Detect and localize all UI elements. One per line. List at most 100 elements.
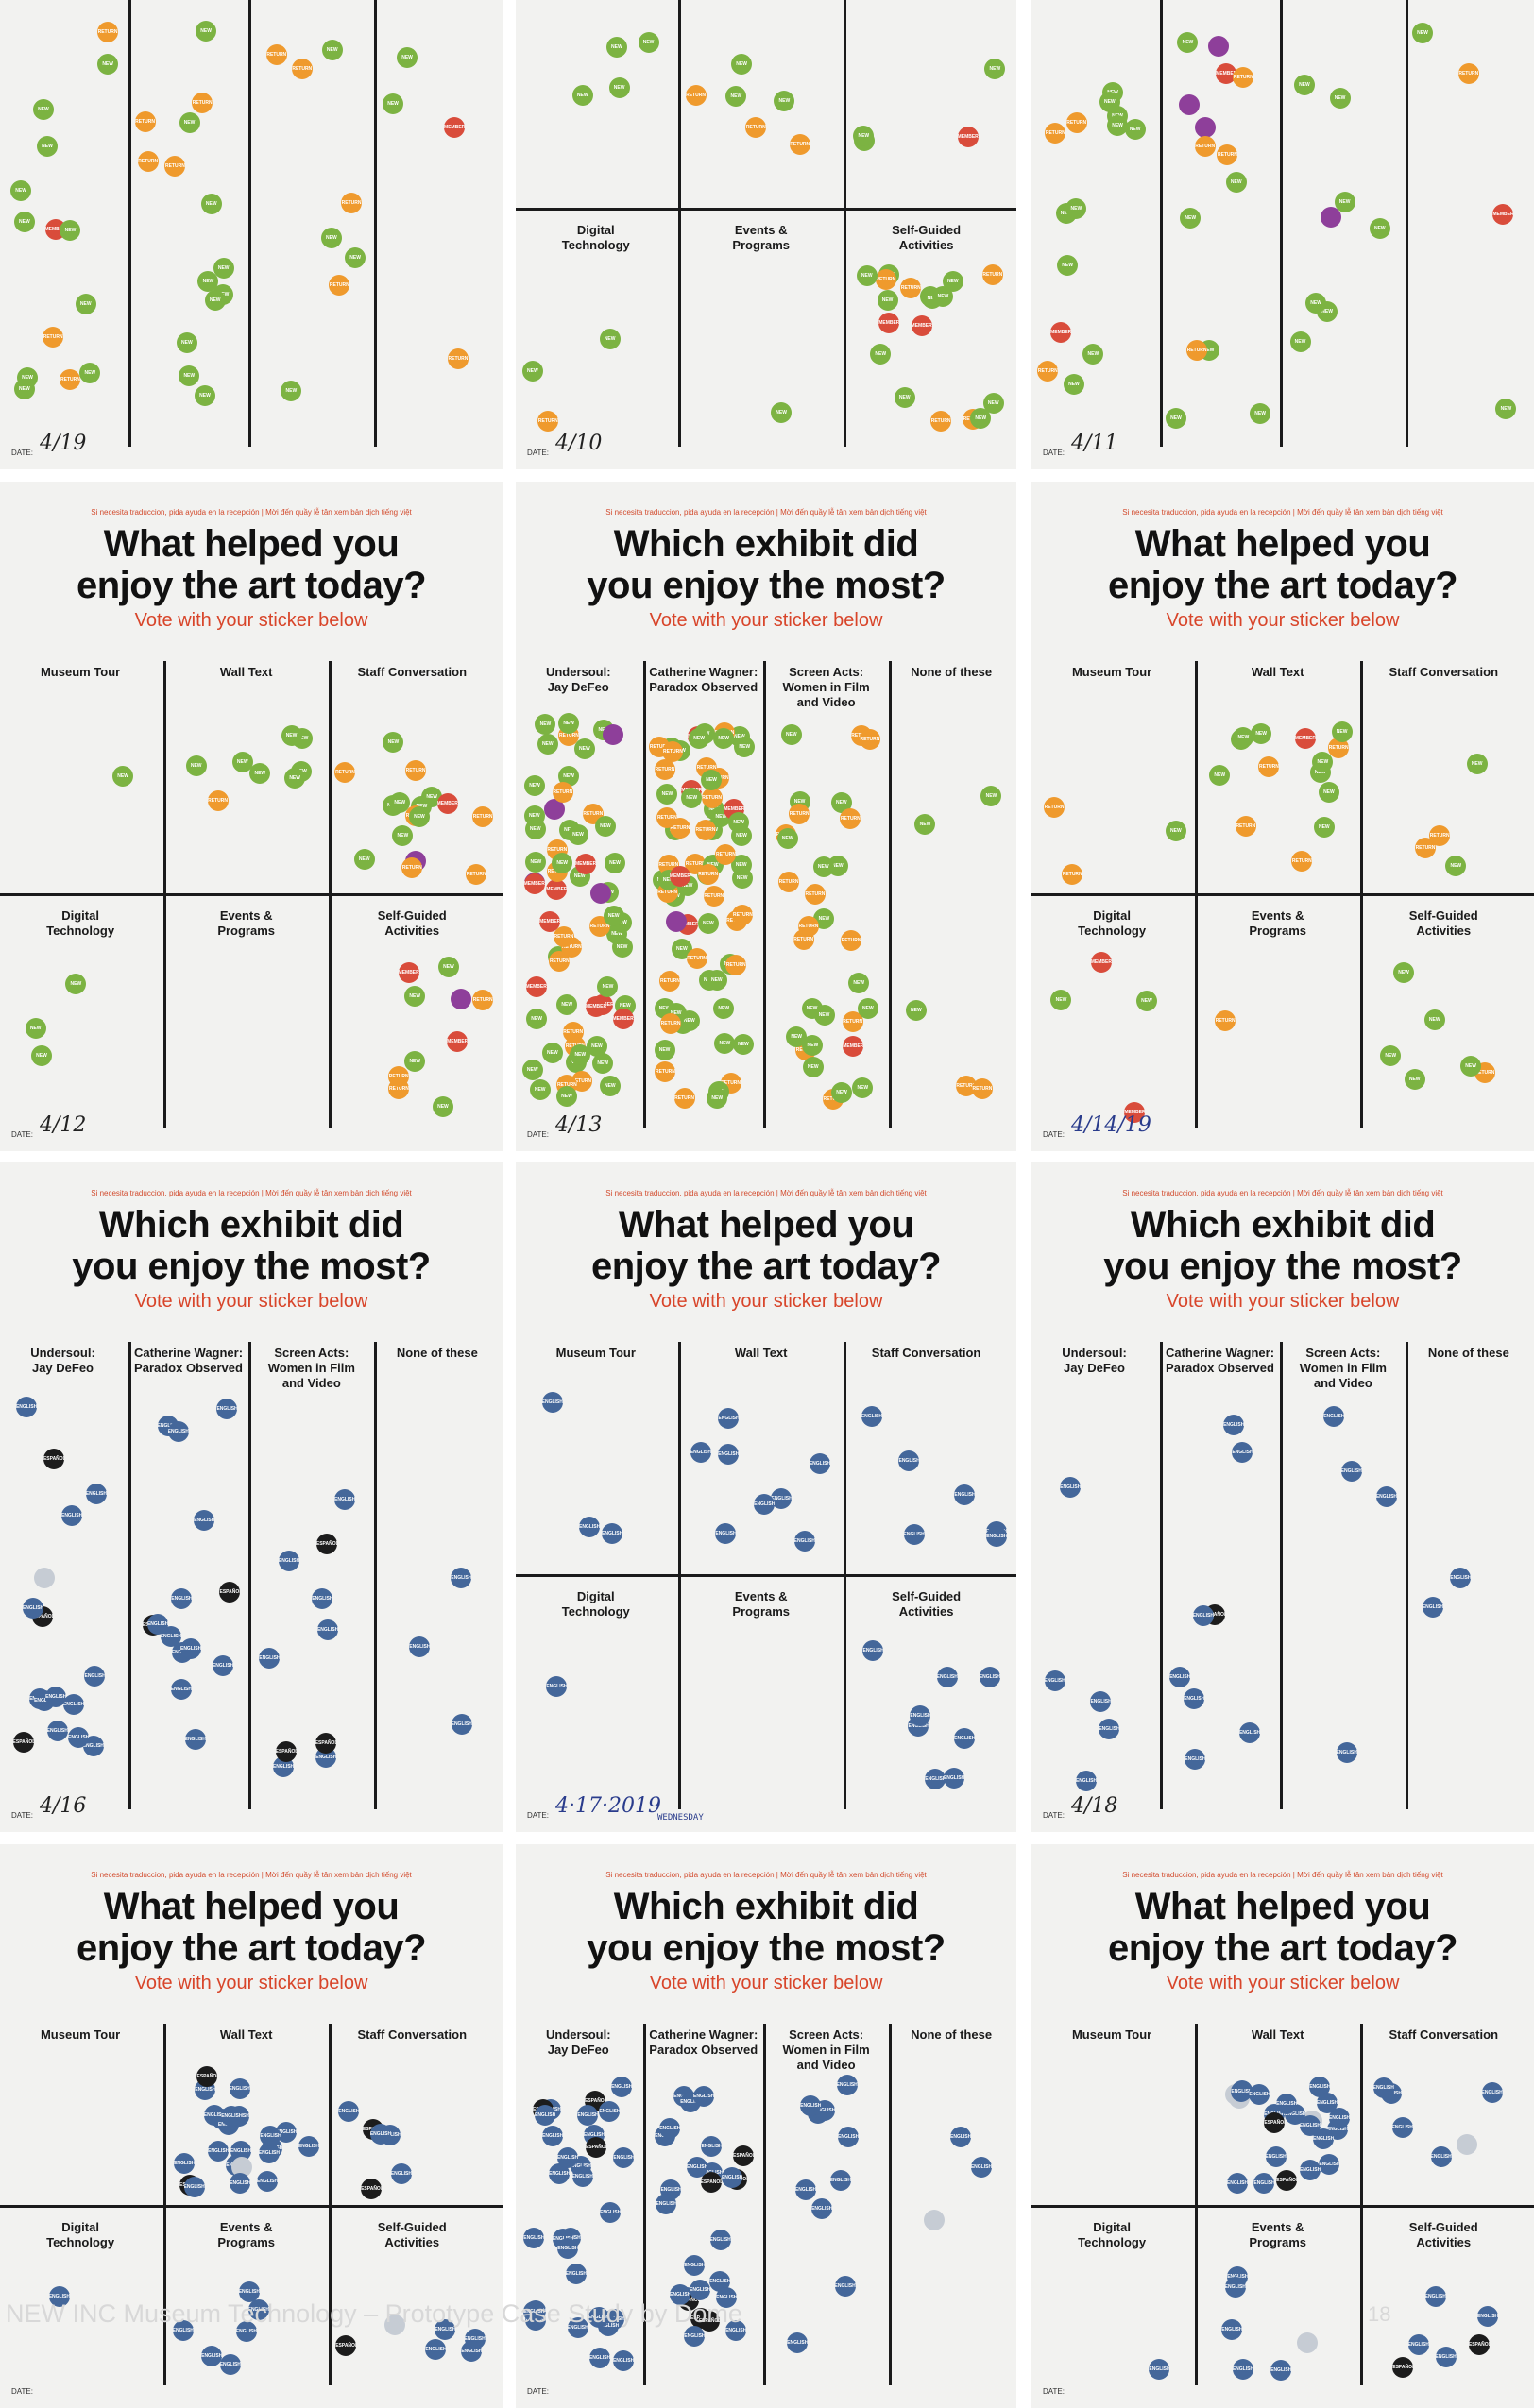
category-label: Catherine Wagner: Paradox Observed [133,1346,244,1375]
english-sticker: ENGLISH [1340,1460,1362,1482]
english-sticker: ENGLISH [1319,2154,1340,2176]
new-sticker: NEW [353,849,375,871]
new-sticker: NEW [571,85,593,107]
new-sticker: NEW [281,724,302,746]
category-label: None of these [396,1346,478,1360]
return-sticker: RETURN [701,787,723,808]
new-sticker: NEW [36,135,58,157]
column-divider [248,1342,252,1809]
new-sticker: NEW [75,293,96,314]
translation-note: Si necesita traduccion, pida ayuda en la… [605,508,927,517]
new-sticker: NEW [249,762,271,784]
return-sticker: RETURN [43,327,64,348]
column-divider [763,661,767,1128]
espanol-sticker: ESPAÑOL [1468,2334,1490,2356]
english-sticker: ENGLISH [578,1517,600,1538]
new-sticker: NEW [1412,23,1433,44]
return-sticker: RETURN [192,93,213,114]
sign-board: Si necesita traduccion, pida ayuda en la… [0,1162,503,1832]
date-label: DATE: [11,449,33,457]
category-label: Undersoul: Jay DeFeo [545,665,611,694]
english-sticker: ENGLISH [1299,2114,1321,2136]
return-sticker: RETURN [553,926,574,948]
english-sticker: ENGLISH [588,2348,610,2369]
new-sticker: NEW [30,1044,52,1066]
member-sticker: MEMBER [1090,952,1112,974]
return-sticker: RETURN [797,916,819,938]
english-sticker: ENGLISH [1328,2107,1350,2128]
english-sticker: ENGLISH [754,1493,776,1515]
english-sticker: ENGLISH [1224,2277,1246,2298]
column-divider [763,2024,767,2385]
category-label: Events & Programs [217,2220,276,2250]
return-sticker: RETURN [1044,797,1065,819]
category-label: Self-Guided Activities [377,2220,447,2250]
espanol-sticker: ESPAÑOL [315,1533,337,1554]
new-sticker: NEW [112,766,134,788]
english-sticker: ENGLISH [235,2320,257,2342]
new-sticker: NEW [525,852,547,873]
new-sticker: NEW [179,112,200,134]
category-label: Staff Conversation [1389,2027,1499,2042]
member-sticker: MEMBER [669,865,690,887]
english-sticker: ENGLISH [602,1522,622,1544]
board-title: What helped you enjoy the art today? [590,1204,942,1287]
return-sticker: RETURN [1233,67,1254,89]
sign-board: Digital Technology Events & Programs Self-… [516,0,1016,469]
english-sticker: ENGLISH [174,2152,196,2174]
english-sticker: ENGLISH [256,2170,278,2192]
silver-sticker [231,2157,253,2179]
new-sticker: NEW [877,289,898,311]
board-title: Which exhibit did you enjoy the most? [587,523,946,606]
english-sticker: ENGLISH [716,2287,738,2309]
new-sticker: NEW [213,257,234,279]
english-sticker: ENGLISH [1309,2076,1331,2097]
translation-note: Si necesita traduccion, pida ayuda en la… [1122,1871,1443,1879]
column-divider [128,1342,131,1809]
category-label: Wall Text [734,1346,788,1360]
new-sticker: NEW [389,792,411,814]
new-sticker: NEW [594,816,616,838]
new-sticker: NEW [1393,961,1415,983]
new-sticker: NEW [97,53,119,75]
visitor-sticker [665,910,687,932]
return-sticker: RETURN [405,759,427,781]
board-subtitle: Vote with your sticker below [1166,610,1400,631]
new-sticker: NEW [1165,821,1186,842]
category-label: Screen Acts: Women in Film and Video [1299,1346,1387,1390]
espanol-sticker: ESPAÑOL [733,2145,755,2167]
visitor-sticker [1194,116,1216,138]
english-sticker: ENGLISH [48,2285,70,2307]
english-sticker: ENGLISH [1270,2360,1292,2382]
return-sticker: RETURN [472,806,494,828]
handwritten-date: 4/11 [1071,432,1118,455]
english-sticker: ENGLISH [230,2173,251,2195]
new-sticker: NEW [599,1075,621,1096]
board-subtitle: Vote with your sticker below [649,1291,883,1312]
new-sticker: NEW [1369,218,1390,240]
new-sticker: NEW [1082,344,1104,365]
english-sticker: ENGLISH [259,1648,281,1670]
category-label: Self-Guided Activities [377,908,447,938]
new-sticker: NEW [25,1018,46,1040]
handwritten-date: 4/10 [555,432,603,455]
translation-note: Si necesita traduccion, pida ayuda en la… [91,1871,412,1879]
return-sticker: RETURN [388,1065,410,1087]
english-sticker: ENGLISH [542,2125,564,2146]
english-sticker: ENGLISH [1476,2306,1498,2328]
new-sticker: NEW [932,286,954,307]
new-sticker: NEW [570,1043,591,1065]
visitor-sticker [602,723,623,745]
column-divider [1280,1342,1284,1809]
new-sticker: NEW [714,1032,736,1054]
new-sticker: NEW [397,46,418,68]
return-sticker: RETURN [715,844,737,866]
return-sticker: RETURN [466,864,487,886]
return-sticker: RETURN [955,1076,977,1097]
new-sticker: NEW [914,813,936,835]
new-sticker: NEW [176,331,197,353]
board-subtitle: Vote with your sticker below [134,1973,368,1993]
new-sticker: NEW [681,788,703,809]
english-sticker: ENGLISH [571,2166,593,2188]
english-sticker: ENGLISH [898,1450,920,1471]
